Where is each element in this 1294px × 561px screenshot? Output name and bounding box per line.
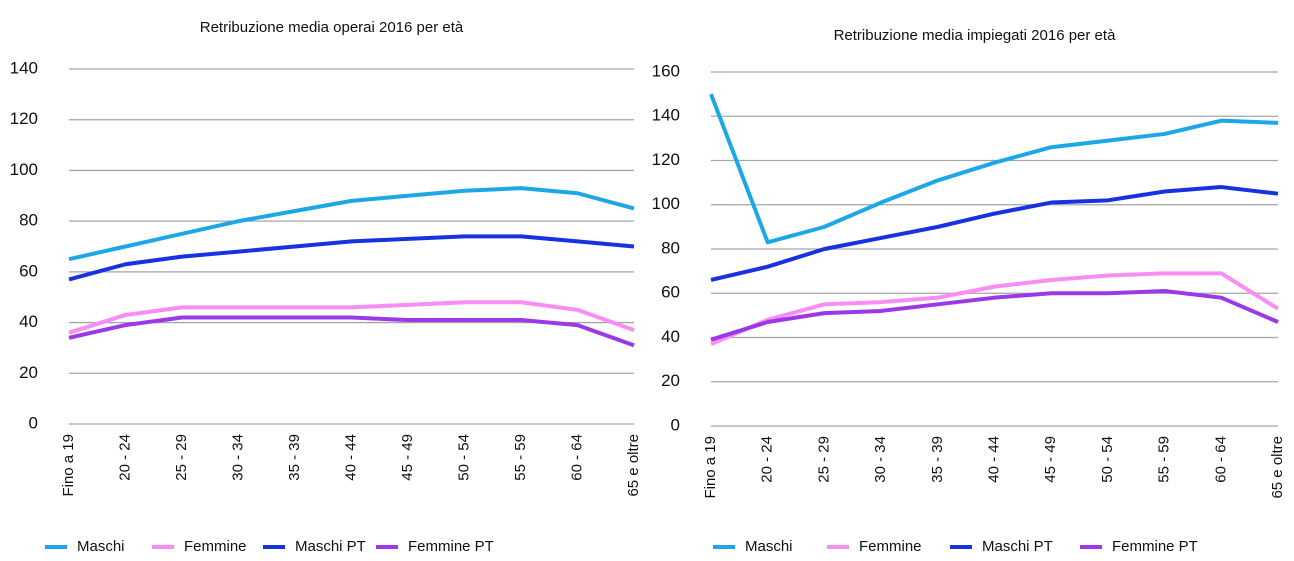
y-tick-label: 140 xyxy=(10,58,38,77)
x-tick-label: 55 - 59 xyxy=(512,434,529,481)
x-tick-label: 50 - 54 xyxy=(1099,436,1116,483)
x-tick-label: 30 - 34 xyxy=(229,434,246,481)
legend-label: Maschi xyxy=(77,538,125,555)
series-line xyxy=(68,315,635,348)
y-tick-label: 60 xyxy=(19,261,38,280)
x-tick-label: 60 - 64 xyxy=(568,434,585,481)
x-tick-label: 40 - 44 xyxy=(985,436,1002,483)
series-line xyxy=(710,289,1279,342)
legend-label: Femmine PT xyxy=(408,538,494,555)
x-tick-label: 25 - 29 xyxy=(815,436,832,483)
x-tick-label: 20 - 24 xyxy=(116,434,133,481)
series-line xyxy=(710,271,1280,346)
y-tick-label: 160 xyxy=(652,61,680,80)
y-tick-label: 120 xyxy=(652,150,680,169)
y-tick-label: 20 xyxy=(661,371,680,390)
y-tick-label: 100 xyxy=(652,194,680,213)
x-tick-label: 45 - 49 xyxy=(399,434,416,481)
y-tick-label: 40 xyxy=(661,327,680,346)
series-line xyxy=(710,185,1279,282)
x-tick-label: 65 e oltre xyxy=(625,434,642,497)
y-tick-label: 80 xyxy=(661,238,680,257)
series-line xyxy=(68,234,635,282)
y-tick-label: 0 xyxy=(29,413,38,432)
x-tick-label: 35 - 39 xyxy=(929,436,946,483)
y-tick-label: 80 xyxy=(19,211,38,230)
x-tick-label: 50 - 54 xyxy=(455,434,472,481)
y-tick-label: 40 xyxy=(19,312,38,331)
x-tick-label: 20 - 24 xyxy=(759,436,776,483)
x-tick-label: 35 - 39 xyxy=(286,434,303,481)
series-line xyxy=(709,93,1279,245)
chart-title: Retribuzione media operai 2016 per età xyxy=(200,19,464,36)
legend-label: Femmine xyxy=(859,538,922,555)
legend-label: Maschi xyxy=(745,538,793,555)
legend-label: Femmine xyxy=(184,538,247,555)
series-line xyxy=(68,186,635,262)
x-tick-label: 65 e oltre xyxy=(1269,436,1286,499)
x-tick-label: Fino a 19 xyxy=(702,436,719,499)
x-tick-label: 25 - 29 xyxy=(173,434,190,481)
y-tick-label: 20 xyxy=(19,363,38,382)
x-tick-label: 45 - 49 xyxy=(1042,436,1059,483)
legend-label: Femmine PT xyxy=(1112,538,1198,555)
y-tick-label: 120 xyxy=(10,109,38,128)
x-tick-label: 60 - 64 xyxy=(1212,436,1229,483)
y-tick-label: 100 xyxy=(10,160,38,179)
y-tick-label: 60 xyxy=(661,283,680,302)
legend-label: Maschi PT xyxy=(295,538,366,555)
y-tick-label: 0 xyxy=(671,415,680,434)
x-tick-label: 30 - 34 xyxy=(872,436,889,483)
y-tick-label: 140 xyxy=(652,106,680,125)
x-tick-label: Fino a 19 xyxy=(60,434,77,497)
x-tick-label: 55 - 59 xyxy=(1156,436,1173,483)
x-tick-label: 40 - 44 xyxy=(342,434,359,481)
legend-label: Maschi PT xyxy=(982,538,1053,555)
series-line xyxy=(68,300,635,335)
chart-title: Retribuzione media impiegati 2016 per et… xyxy=(834,27,1116,44)
